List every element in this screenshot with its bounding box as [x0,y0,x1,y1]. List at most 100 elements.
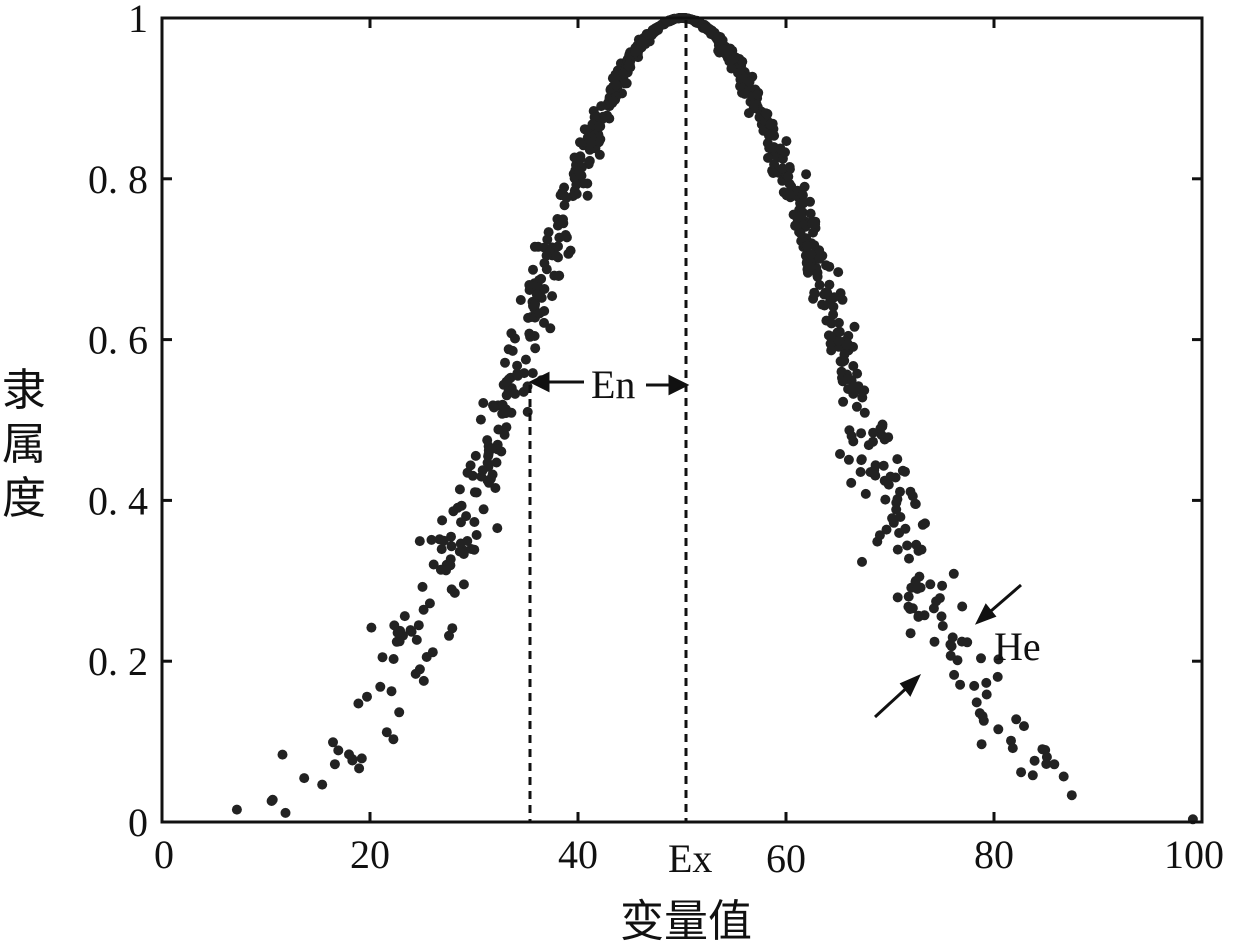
cloud-drop [874,530,885,541]
cloud-drop [638,36,648,47]
cloud-drop [554,232,565,243]
cloud-drop [992,671,1003,682]
cloud-drop [541,250,552,261]
cloud-drop [828,309,839,320]
cloud-drop [542,234,553,245]
cloud-drop [903,601,914,612]
cloud-drop [976,739,987,750]
cloud-drop [501,422,512,433]
cloud-drop [584,155,595,166]
x-tick-label: 100 [1164,832,1224,877]
cloud-drop [506,328,517,339]
cloud-drop [825,332,836,343]
cloud-drop [837,294,848,305]
cloud-drop [907,491,918,502]
cloud-drop [377,652,388,663]
axis-ticks [160,16,1204,824]
x-tick-label: 0 [154,832,174,877]
y-tick-label: 0. 6 [88,318,148,363]
cloud-drop [802,241,813,251]
cloud-drop [765,119,776,130]
cloud-drop [856,428,867,439]
cloud-drop [799,181,810,192]
cloud-drop [838,396,849,407]
cloud-drop [529,241,540,252]
cloud-drop [835,449,845,459]
cloud-drop [317,779,328,790]
cloud-drop [885,471,896,482]
cloud-drop [981,689,992,700]
ex-label: Ex [668,836,712,881]
cloud-drop [1029,755,1040,766]
he-label: He [994,624,1041,669]
y-tick-label: 0 [128,800,148,845]
cloud-drop [531,289,542,300]
cloud-drop [539,284,550,294]
cloud-drop [857,392,868,403]
cloud-drop [857,556,867,567]
cloud-drop [426,534,437,545]
cloud-drop [848,382,859,393]
cloud-drop [582,190,593,201]
cloud-drop [653,21,664,32]
cloud-drop [993,724,1004,735]
cloud-drop [848,361,859,371]
cloud-drop [559,182,570,193]
cloud-drop [855,467,866,477]
cloud-drop [512,360,523,371]
cloud-drop [892,544,903,555]
cloud-drop [834,326,845,337]
y-tick-label: 0. 4 [88,478,148,523]
cloud-drop [1016,767,1027,778]
cloud-drop [280,807,291,818]
cloud-drop [934,593,945,604]
cloud-drop [469,487,480,498]
cloud-drop [833,317,844,328]
cloud-drop [790,220,801,231]
cloud-drop [462,467,473,478]
cloud-drop [824,279,835,290]
cloud-drop [936,611,947,622]
cloud-drop [462,536,473,546]
cloud-drop [405,625,416,636]
cloud-drop [503,344,514,355]
cloud-drop [333,745,344,756]
cloud-drop [915,582,926,593]
cloud-drop [962,637,973,648]
cloud-drop [492,523,503,534]
cloud-drop [868,427,879,438]
x-tick-label: 20 [350,832,390,877]
en-arrow [528,371,690,396]
cloud-drop [435,564,446,575]
cloud-drop [880,494,891,505]
y-axis-title: 隶属度 [2,365,46,524]
cloud-drop [559,200,570,211]
cloud-drop [904,553,914,564]
cloud-drop [805,196,815,207]
cloud-drop [821,260,832,271]
cloud-drop [501,376,512,387]
cloud-drop [497,399,508,410]
cloud-drop [925,579,936,590]
cloud-drop [470,450,481,461]
cloud-drop [744,76,755,87]
y-tick-label: 1 [128,0,148,41]
cloud-drop [452,502,463,513]
cloud-drop [851,401,862,412]
cloud-drop [852,368,863,379]
cloud-drop [553,271,564,281]
cloud-drop [1066,790,1077,801]
cloud-drop [528,264,538,275]
cloud-drop [809,288,820,299]
cloud-drop [808,227,818,238]
cloud-drop [575,154,586,164]
cloud-drop [768,168,779,178]
x-axis-title: 变量值 [620,896,752,942]
cloud-drop [870,470,881,481]
cloud-drop [449,587,460,598]
cloud-drop [829,292,840,303]
cloud-drop [561,192,572,203]
cloud-drop [646,29,657,40]
he-arrows [873,583,1022,719]
cloud-drop [848,436,859,447]
